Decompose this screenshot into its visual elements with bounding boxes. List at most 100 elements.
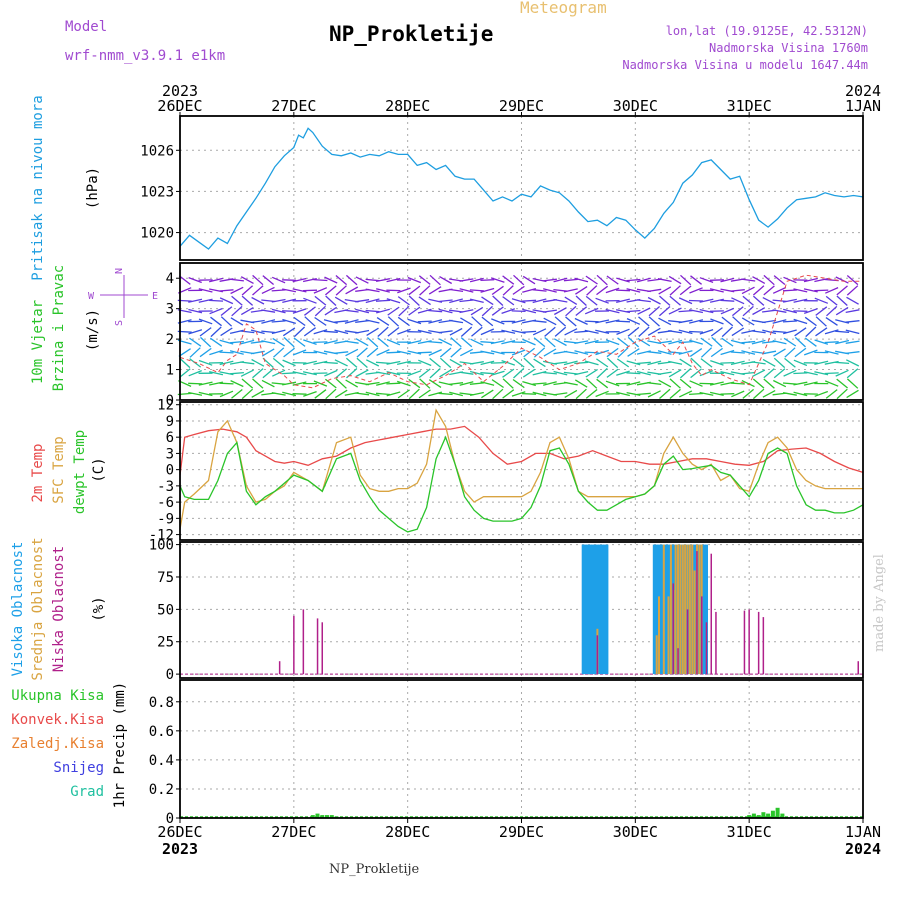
- wind-arrow: [814, 339, 829, 345]
- wind-arrow: [511, 310, 526, 313]
- wind-arrow: [481, 316, 494, 327]
- wind-arrow: [783, 308, 797, 314]
- wind-arrow: [742, 388, 755, 399]
- wind-arrow: [397, 328, 411, 335]
- precip-bar: [761, 812, 766, 818]
- wind-arrow: [250, 340, 265, 344]
- wind-arrow: [189, 358, 202, 368]
- bottom-day-label: 26DEC: [157, 823, 202, 841]
- wind-arrow: [335, 368, 348, 379]
- wind-arrow: [459, 392, 474, 396]
- wind-arrow: [355, 319, 370, 323]
- wind-arrow: [199, 327, 212, 337]
- wind-arrow: [460, 317, 473, 326]
- wind-arrow: [282, 279, 297, 281]
- wind-arrow: [397, 389, 410, 399]
- wind-arrow: [261, 348, 275, 357]
- wind-arrow: [460, 348, 473, 357]
- wind-arrow: [271, 392, 286, 396]
- wind-arrow: [773, 357, 786, 369]
- compass-west: W: [88, 291, 95, 302]
- wind-arrow: [689, 309, 704, 314]
- wind-arrow: [626, 372, 641, 375]
- wind-arrow: [845, 320, 860, 323]
- low-cloud-bar: [757, 611, 760, 675]
- wind-arrow: [449, 358, 463, 367]
- mid-cloud-bar: [688, 544, 691, 675]
- wind-arrow: [784, 357, 796, 368]
- wind-arrow: [438, 299, 453, 303]
- wind-arrow: [438, 308, 453, 314]
- wind-arrow: [356, 357, 368, 368]
- wind-arrow: [513, 367, 525, 379]
- high-cloud-bar: [586, 544, 590, 675]
- wind-arrow: [710, 318, 724, 325]
- temp-2m-line: [179, 425, 864, 476]
- wind-arrow: [480, 360, 495, 366]
- y-tick-label: -6: [157, 495, 174, 511]
- wind-arrow: [323, 339, 338, 345]
- wind-arrow: [448, 319, 464, 324]
- wind-arrow: [220, 316, 233, 327]
- wind-arrow: [428, 286, 442, 295]
- wind-arrow: [523, 357, 535, 369]
- temp-axis-title-2: SFC Temp: [51, 436, 67, 503]
- wind-arrow: [690, 357, 702, 369]
- compass-north: N: [114, 268, 125, 274]
- wind-arrow: [345, 348, 359, 357]
- wind-arrow: [428, 391, 443, 397]
- wind-arrow: [772, 286, 787, 294]
- bottom-day-label: 1JAN: [845, 823, 881, 841]
- wind-arrow: [365, 298, 380, 304]
- wind-arrow: [647, 360, 662, 366]
- wind-arrow: [417, 329, 432, 335]
- wind-arrow: [711, 336, 723, 348]
- bottom-day-label: 29DEC: [499, 823, 544, 841]
- wind-arrow: [814, 360, 829, 366]
- wind-arrow: [574, 361, 589, 365]
- wind-arrow: [490, 370, 505, 376]
- wind-arrow: [469, 370, 484, 376]
- wind-arrow: [626, 318, 641, 325]
- wind-arrow: [773, 368, 786, 379]
- wind-arrow: [730, 289, 745, 292]
- wind-arrow: [563, 288, 578, 293]
- wind-arrow: [469, 361, 484, 365]
- wind-arrow: [678, 350, 693, 355]
- wind-arrow: [179, 357, 191, 369]
- wind-arrow: [648, 316, 660, 327]
- wind-arrow: [304, 316, 316, 327]
- wind-arrow: [596, 274, 608, 286]
- wind-arrow: [439, 369, 452, 378]
- wind-arrow: [450, 337, 462, 348]
- high-cloud-bar: [659, 544, 663, 675]
- wind-arrow: [678, 329, 693, 335]
- wind-arrow: [241, 285, 254, 296]
- wind-arrow: [794, 347, 807, 358]
- wind-arrow: [198, 381, 213, 386]
- low-cloud-bar: [748, 609, 750, 675]
- wind-arrow: [782, 382, 797, 385]
- wind-arrow: [553, 288, 568, 292]
- precip-legend-item: Ukupna Kisa: [11, 688, 104, 704]
- wind-arrow: [772, 299, 787, 303]
- wind-arrow: [793, 381, 808, 386]
- mid-cloud-bar: [681, 544, 684, 675]
- wind-arrow: [647, 351, 662, 354]
- wind-arrow: [262, 275, 275, 286]
- wind-arrow: [408, 295, 420, 306]
- wind-arrow: [491, 285, 504, 296]
- wind-arrow: [584, 320, 599, 323]
- wind-arrow: [658, 317, 672, 326]
- wind-arrow: [605, 319, 620, 324]
- wind-arrow: [762, 390, 776, 398]
- wind-arrow: [699, 277, 714, 284]
- wind-arrow: [375, 361, 391, 365]
- wind-arrow: [678, 340, 693, 344]
- wind-arrow: [710, 359, 724, 366]
- wind-arrow: [659, 388, 671, 399]
- wind-arrow: [292, 308, 307, 314]
- wind-arrow: [762, 329, 777, 335]
- wind-arrow: [814, 390, 829, 397]
- wind-arrow: [710, 327, 723, 337]
